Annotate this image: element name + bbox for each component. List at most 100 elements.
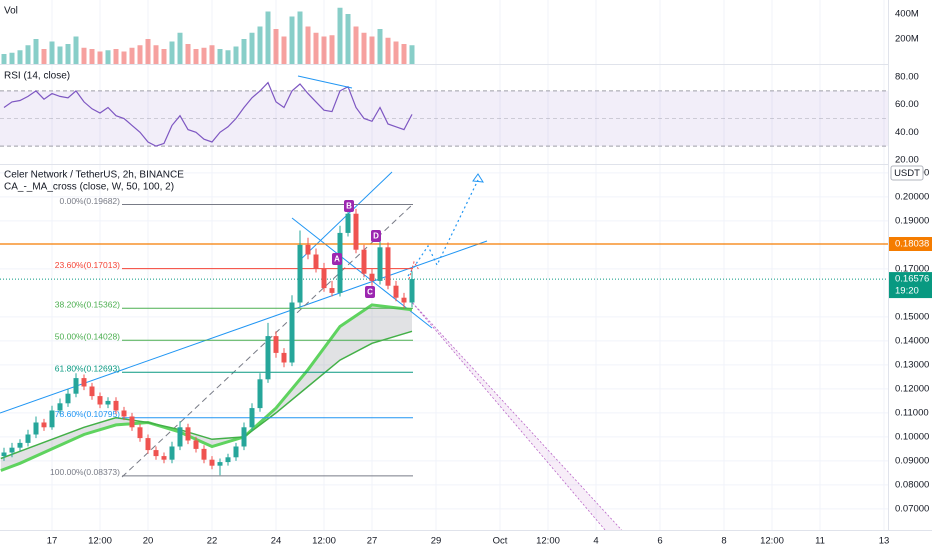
pattern-box (344, 200, 354, 212)
x-tick-label: 12:00 (536, 536, 560, 547)
x-tick-label: 6 (657, 536, 662, 547)
candle-body (209, 459, 215, 466)
x-tick-label: 22 (207, 536, 218, 547)
volume-bar (97, 51, 103, 64)
volume-bar (89, 49, 95, 64)
x-tick-label: 4 (593, 536, 598, 547)
volume-bar (137, 45, 143, 64)
volume-bar (369, 36, 375, 64)
volume-bar (33, 39, 39, 64)
candle-body (273, 336, 279, 353)
candle-body (289, 302, 295, 363)
volume-bar (401, 44, 407, 64)
volume-bar (201, 47, 207, 64)
y-tick-label: 0.14000 (895, 335, 929, 346)
volume-tick-label: 200M (895, 34, 919, 45)
last-price-tag (889, 272, 932, 299)
candle-body (137, 427, 143, 439)
volume-bar (41, 49, 47, 64)
y-tick-label: 0.08000 (895, 479, 929, 490)
price-plot: 0.00%(0.19682) 23.60%(0.17013) 38.20%(0.15… (0, 196, 888, 477)
volume-bar (393, 41, 399, 64)
projection-triangle (409, 299, 623, 530)
volume-tick-label: 400M (895, 9, 919, 20)
currency-box[interactable] (890, 165, 924, 181)
y-tick-label: 0.10000 (895, 431, 929, 442)
candle-body (313, 254, 319, 269)
volume-bar (353, 26, 359, 64)
candle-body (57, 403, 63, 411)
volume-bar (129, 47, 135, 64)
candle-body (33, 422, 39, 435)
candle-body (121, 410, 127, 417)
rsi-tick-label: 40.00 (895, 127, 919, 138)
candle-body (177, 427, 183, 447)
fib-label: 38.20%(0.15362) (55, 299, 120, 309)
volume-bar (377, 29, 383, 64)
rsi-line (3, 81, 413, 147)
volume-bar (241, 39, 247, 64)
volume-bar (153, 45, 159, 64)
countdown: 19:20 (895, 286, 919, 297)
candle-body (129, 416, 135, 428)
volume-bar (225, 50, 231, 64)
trend-line (297, 171, 393, 263)
candle-body (321, 268, 327, 289)
volume-bar (385, 37, 391, 64)
candle-body (41, 422, 47, 428)
x-tick-label: 29 (431, 536, 442, 547)
ma-cloud (0, 304, 413, 471)
volume-bar (161, 49, 167, 64)
y-tick-label: 0.15000 (895, 311, 929, 322)
last-price-label: 0.16576 (895, 274, 929, 285)
volume-bar (73, 36, 79, 64)
candle-body (193, 440, 199, 449)
pattern-box (365, 286, 375, 298)
axes: 17 12:00 20 22 24 12:00 27 29 Oct 12:00 4 6 8 12:00 11… (47, 9, 932, 547)
candle-body (225, 457, 231, 463)
volume-bar (1, 54, 7, 64)
x-tick-label: 27 (367, 536, 378, 547)
x-tick-label: 20 (143, 536, 154, 547)
small-arrow (408, 260, 420, 280)
projection-path (407, 179, 479, 277)
fib-label: 78.60%(0.10795) (55, 409, 120, 419)
candle-body (249, 408, 255, 428)
candle-body (297, 244, 303, 303)
volume-bar (169, 41, 175, 64)
candle-body (401, 297, 407, 303)
rsi-band (0, 90, 888, 147)
candle-body (81, 378, 87, 387)
y-tick-label: 0.09000 (895, 455, 929, 466)
volume-bar (409, 45, 415, 64)
volume-bar (9, 52, 15, 64)
candle-body (9, 447, 15, 453)
volume-bar (265, 11, 271, 64)
fib-label: 50.00%(0.14028) (55, 331, 120, 341)
candle-body (105, 400, 111, 405)
volume-bar (249, 32, 255, 64)
candle-body (65, 393, 71, 404)
volume-bar (81, 47, 87, 64)
volume-bar (185, 44, 191, 64)
arrow-head (472, 173, 484, 183)
candle-body (89, 386, 95, 397)
candle-body (17, 442, 23, 448)
level-tag-label: 0.18038 (895, 239, 929, 250)
candle-body (113, 400, 119, 411)
pattern-label: C (367, 288, 373, 297)
candle-body (305, 244, 311, 255)
candle-body (281, 352, 287, 363)
y-tick-label: 0.11000 (895, 407, 929, 418)
symbol-legend: Celer Network / TetherUS, 2h, BINANCE (4, 170, 184, 181)
rsi-divergence (297, 75, 353, 89)
candle-body (353, 213, 359, 250)
candle-body (385, 247, 391, 286)
volume-bar (65, 44, 71, 64)
x-tick-label: 11 (815, 536, 825, 547)
candle-body (145, 438, 151, 451)
y-tick-label: 0.07000 (895, 503, 929, 514)
currency[interactable]: USDT (894, 168, 920, 179)
volume-bar (145, 39, 151, 64)
